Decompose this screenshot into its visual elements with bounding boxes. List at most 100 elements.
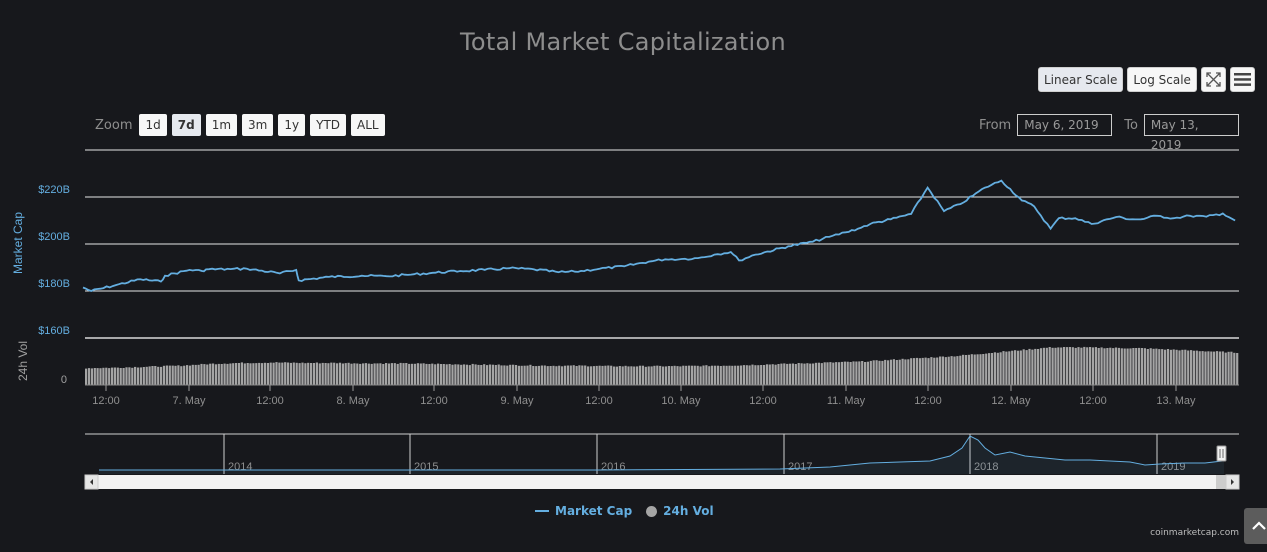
volume-bar xyxy=(618,366,621,385)
zoom-1y-button[interactable]: 1y xyxy=(278,114,306,136)
credits-link[interactable]: coinmarketcap.com xyxy=(1150,528,1239,538)
volume-bar xyxy=(901,358,904,385)
volume-bar xyxy=(930,357,933,385)
volume-bar xyxy=(953,356,956,385)
volume-bar xyxy=(734,365,737,385)
volume-bar xyxy=(122,368,125,385)
volume-bar xyxy=(754,365,757,385)
volume-bar xyxy=(587,366,590,385)
volume-bar xyxy=(425,363,428,385)
volume-bar xyxy=(177,365,180,385)
volume-bar xyxy=(1065,347,1069,385)
volume-bar xyxy=(682,365,685,385)
volume-bar xyxy=(477,364,480,385)
volume-bar xyxy=(711,365,714,385)
navigator-scrollbar[interactable] xyxy=(84,474,1240,490)
volume-bar xyxy=(985,353,988,385)
volume-bar xyxy=(630,366,633,385)
volume-bar xyxy=(589,366,593,385)
volume-bar xyxy=(1169,349,1172,385)
volume-bar xyxy=(119,368,122,385)
scroll-to-top-button[interactable] xyxy=(1244,508,1267,544)
volume-bar xyxy=(699,366,702,385)
to-label: To xyxy=(1124,117,1138,133)
zoom-all-button[interactable]: ALL xyxy=(351,114,385,136)
volume-bar xyxy=(506,365,509,385)
volume-bar xyxy=(1161,349,1164,385)
navigator-line xyxy=(99,435,1225,471)
volume-bar xyxy=(549,366,552,385)
volume-bar xyxy=(1109,347,1112,385)
volume-bar xyxy=(569,365,572,385)
legend-item-market-cap[interactable]: Market Cap xyxy=(535,504,632,518)
volume-bar xyxy=(990,353,994,385)
volume-bar xyxy=(160,366,163,385)
volume-bar xyxy=(595,365,598,385)
volume-bar xyxy=(1195,350,1198,385)
volume-bar xyxy=(134,366,137,385)
volume-bar xyxy=(852,361,855,385)
volume-bar xyxy=(1181,349,1184,385)
from-date-input[interactable]: May 6, 2019 xyxy=(1017,114,1113,136)
volume-bar xyxy=(220,364,223,385)
log-scale-button[interactable]: Log Scale xyxy=(1127,67,1197,92)
volume-bar xyxy=(835,362,838,385)
legend-item-24h-vol[interactable]: 24h Vol xyxy=(646,504,714,518)
volume-bar xyxy=(892,359,895,385)
volume-bar xyxy=(99,368,102,385)
volume-bar xyxy=(760,365,763,385)
volume-bar xyxy=(203,364,206,385)
volume-bar xyxy=(693,365,696,385)
volume-bar xyxy=(1045,347,1048,385)
chart-menu-button[interactable] xyxy=(1229,67,1255,92)
volume-bar xyxy=(581,365,584,385)
volume-bar xyxy=(246,363,249,385)
volume-bar xyxy=(575,366,578,385)
volume-bar xyxy=(434,364,437,385)
volume-bar xyxy=(165,365,168,385)
zoom-ytd-button[interactable]: YTD xyxy=(310,114,347,136)
volume-bar xyxy=(90,368,93,385)
fullscreen-button[interactable] xyxy=(1200,67,1226,92)
volume-bar xyxy=(108,368,111,385)
to-date-input[interactable]: May 13, 2019 xyxy=(1143,114,1239,152)
volume-bar xyxy=(1158,349,1161,385)
volume-bar xyxy=(1198,351,1201,385)
volume-bar xyxy=(142,367,145,385)
zoom-1m-button[interactable]: 1m xyxy=(205,114,238,136)
volume-bar xyxy=(186,365,189,385)
volume-bar xyxy=(633,366,636,385)
legend-label-24h-vol: 24h Vol xyxy=(663,504,714,518)
navigator[interactable]: 2014 2015 2016 2017 2018 2019 xyxy=(85,433,1239,474)
scrollbar-thumb xyxy=(1216,475,1226,489)
volume-bar xyxy=(858,361,861,385)
volume-bar xyxy=(794,364,797,385)
volume-bar xyxy=(180,366,183,385)
zoom-3m-button[interactable]: 3m xyxy=(242,114,274,136)
volume-bar xyxy=(243,363,246,385)
volume-bar xyxy=(535,366,538,385)
grid-lines xyxy=(85,149,1239,339)
y-axis: $220B $200B $180B $160B Market Cap 24h Vol 0 xyxy=(11,184,70,386)
zoom-7d-button[interactable]: 7d xyxy=(171,114,201,136)
volume-bar xyxy=(705,365,708,385)
y-tick-label: $220B xyxy=(38,184,70,196)
x-tick-label: 11. May xyxy=(827,395,866,407)
x-axis: 12:00 7. May 12:00 8. May 12:00 9. May 12:00 10… xyxy=(92,385,1196,407)
linear-scale-button[interactable]: Linear Scale xyxy=(1038,67,1124,92)
volume-bar xyxy=(924,357,927,385)
volume-bar xyxy=(656,365,659,385)
zoom-1d-button[interactable]: 1d xyxy=(139,114,167,136)
volume-bar xyxy=(139,367,142,385)
legend: Market Cap 24h Vol xyxy=(535,504,714,518)
volume-bar xyxy=(861,361,864,385)
volume-bar xyxy=(393,363,396,385)
volume-bar xyxy=(959,355,962,385)
volume-bar xyxy=(1005,351,1008,385)
right-arrow-icon xyxy=(1231,479,1234,485)
scrollbar-track xyxy=(85,475,1239,489)
y-axis-title: Market Cap xyxy=(11,212,25,274)
volume-bar xyxy=(237,363,241,385)
volume-bar xyxy=(1019,350,1022,385)
